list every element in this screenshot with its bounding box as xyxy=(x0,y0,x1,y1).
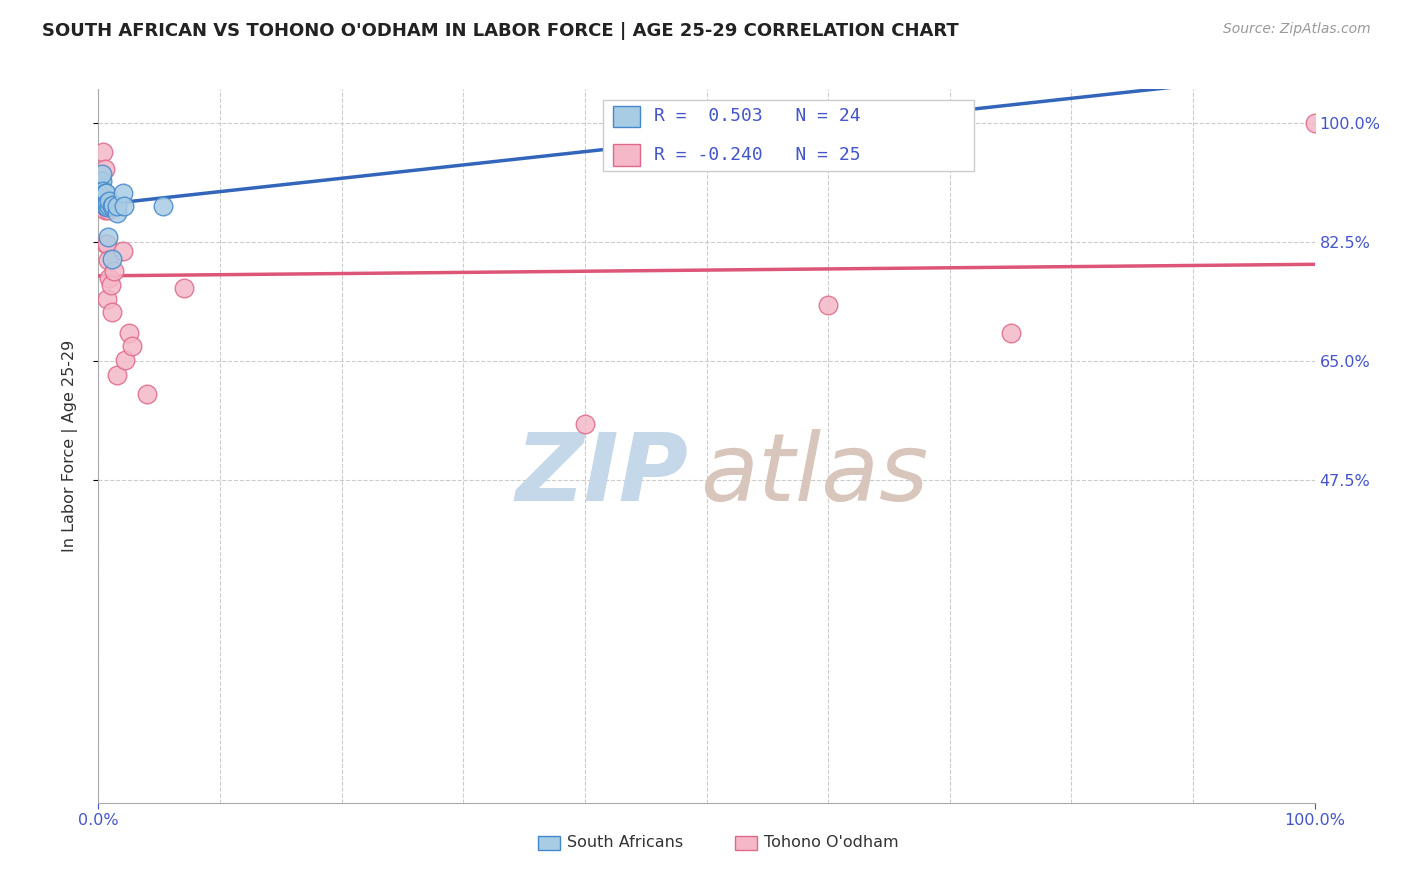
Point xyxy=(94,199,117,213)
Point xyxy=(103,264,125,278)
Point xyxy=(94,186,117,200)
Point xyxy=(100,277,122,292)
Point xyxy=(111,186,134,200)
Point xyxy=(98,199,121,213)
Point xyxy=(121,339,143,353)
Point xyxy=(1303,116,1326,130)
Point xyxy=(817,298,839,312)
Text: ZIP: ZIP xyxy=(516,428,689,521)
Point xyxy=(91,194,114,209)
Point xyxy=(94,237,117,252)
Point xyxy=(101,252,124,266)
Point xyxy=(93,162,115,177)
Point xyxy=(96,292,118,306)
Text: Tohono O'odham: Tohono O'odham xyxy=(765,836,898,850)
Point xyxy=(111,244,134,258)
Point xyxy=(105,206,128,220)
Point xyxy=(152,199,174,213)
Point xyxy=(105,368,128,382)
Point xyxy=(98,194,121,209)
Point xyxy=(93,199,115,213)
Bar xyxy=(613,105,640,127)
Point xyxy=(101,305,124,319)
Point xyxy=(96,201,118,215)
Point xyxy=(91,167,114,181)
Point xyxy=(93,203,115,218)
Y-axis label: In Labor Force | Age 25-29: In Labor Force | Age 25-29 xyxy=(62,340,77,552)
Point xyxy=(96,237,118,252)
Point xyxy=(91,180,114,194)
Text: R =  0.503   N = 24: R = 0.503 N = 24 xyxy=(654,107,860,125)
Text: SOUTH AFRICAN VS TOHONO O'ODHAM IN LABOR FORCE | AGE 25-29 CORRELATION CHART: SOUTH AFRICAN VS TOHONO O'ODHAM IN LABOR… xyxy=(42,22,959,40)
Point xyxy=(114,352,136,367)
Point xyxy=(94,196,117,211)
Point xyxy=(118,326,141,340)
Bar xyxy=(613,145,640,166)
Point xyxy=(97,203,120,218)
Point xyxy=(98,271,121,285)
Point xyxy=(574,417,596,431)
Point xyxy=(91,186,114,200)
Point xyxy=(96,196,118,211)
Point xyxy=(136,386,159,401)
Point xyxy=(105,199,128,213)
Text: atlas: atlas xyxy=(700,429,929,520)
Text: R = -0.240   N = 25: R = -0.240 N = 25 xyxy=(654,146,860,164)
Point xyxy=(91,184,114,198)
Point xyxy=(101,198,124,212)
Text: Source: ZipAtlas.com: Source: ZipAtlas.com xyxy=(1223,22,1371,37)
Point xyxy=(97,230,120,244)
Point xyxy=(93,186,115,200)
Point xyxy=(91,174,114,188)
Point xyxy=(97,253,120,268)
Point xyxy=(93,194,115,209)
Point xyxy=(112,199,135,213)
Point xyxy=(91,145,114,159)
Point xyxy=(101,199,124,213)
Point xyxy=(817,116,839,130)
Text: South Africans: South Africans xyxy=(568,836,683,850)
Point xyxy=(1000,326,1022,340)
Point xyxy=(173,280,195,294)
Bar xyxy=(603,100,974,171)
